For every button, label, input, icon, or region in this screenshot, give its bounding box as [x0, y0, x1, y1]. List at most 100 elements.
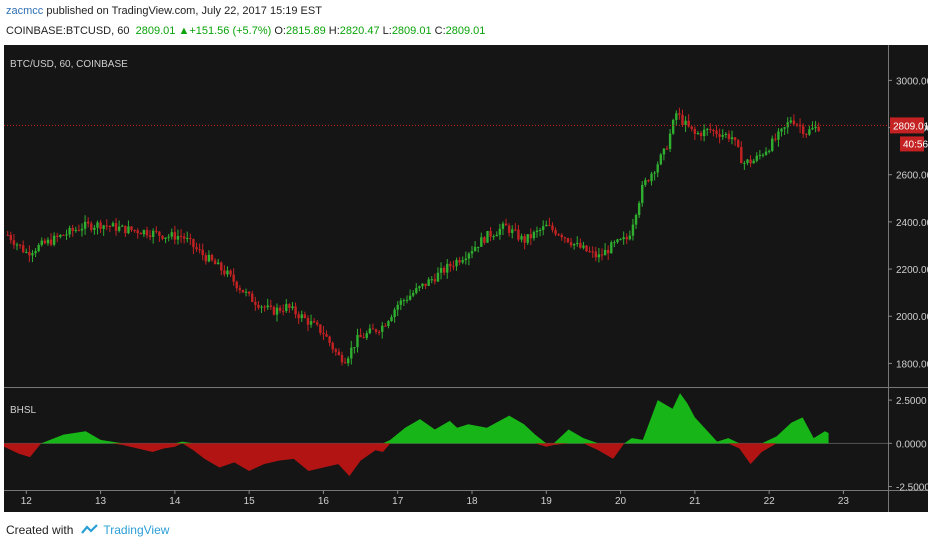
high-value: 2820.47: [339, 25, 380, 37]
candle-body: [49, 239, 53, 245]
candle-body: [730, 137, 734, 140]
candle-body: [136, 230, 139, 234]
candle-body: [350, 347, 353, 359]
candle-body: [436, 272, 440, 282]
time-tick-label: 21: [689, 496, 701, 507]
candle-body: [430, 279, 433, 281]
candle-body: [145, 230, 149, 236]
candle-body: [777, 131, 780, 140]
candle-body: [498, 228, 502, 235]
candle-body: [405, 299, 409, 301]
candle-body: [715, 130, 718, 135]
candle-body: [155, 230, 158, 232]
candle-body: [182, 236, 186, 239]
candle-body: [752, 160, 755, 164]
candle-body: [572, 243, 576, 246]
candle-body: [603, 249, 607, 256]
candle-body: [566, 238, 570, 243]
candle-body: [198, 249, 201, 251]
candle-body: [59, 234, 62, 237]
candle-body: [164, 237, 167, 239]
candle-body: [167, 236, 170, 238]
indicator-tick-label: 0.0000: [896, 439, 927, 450]
candle-body: [371, 328, 375, 330]
candle-body: [514, 229, 517, 231]
candle-body: [597, 254, 601, 258]
candle-body: [551, 225, 554, 230]
candle-body: [495, 234, 498, 237]
price-tag: [890, 117, 924, 134]
candle-body: [771, 138, 774, 151]
tradingview-brand[interactable]: TradingView: [103, 523, 170, 537]
candle-body: [749, 159, 752, 164]
candle-body: [467, 253, 471, 259]
chart-canvas[interactable]: BTC/USD, 60, COINBASE BHSL 1800.00 2000.0…: [4, 45, 928, 512]
low-label: L:: [382, 25, 392, 37]
candle-body: [783, 127, 786, 129]
candle-body: [359, 334, 362, 338]
candle-body: [396, 304, 399, 310]
candle-body: [569, 242, 573, 246]
candle-body: [96, 222, 99, 228]
candle-body: [517, 229, 520, 240]
candle-body: [483, 237, 486, 243]
candle-body: [303, 314, 307, 318]
candle-body: [736, 140, 740, 147]
candle-body: [523, 236, 526, 243]
candle-body: [192, 239, 195, 248]
candle-body: [257, 304, 260, 308]
time-tick-label: 16: [318, 496, 330, 507]
candle-body: [613, 242, 616, 244]
candle-body: [560, 234, 563, 238]
candle-body: [740, 146, 743, 164]
candle-body: [99, 222, 102, 229]
candle-body: [637, 203, 641, 215]
candle-body: [213, 260, 217, 265]
symbol-name[interactable]: COINBASE:BTCUSD, 60: [6, 25, 130, 37]
candle-body: [774, 138, 777, 140]
candle-body: [189, 238, 192, 240]
candle-body: [606, 249, 610, 254]
candle-body: [480, 237, 483, 247]
candle-body: [594, 251, 598, 258]
close-value: 2809.01: [445, 25, 486, 37]
candle-body: [504, 223, 508, 226]
candle-body: [591, 251, 594, 253]
candle-body: [40, 240, 43, 246]
candle-body: [260, 306, 263, 308]
candle-body: [316, 322, 319, 325]
candle-body: [746, 159, 749, 163]
candle-body: [644, 180, 647, 185]
candle-body: [579, 242, 582, 248]
candle-body: [346, 358, 350, 364]
candle-body: [93, 227, 96, 230]
candle-body: [25, 251, 28, 253]
candle-body: [65, 234, 68, 236]
candle-body: [37, 245, 40, 252]
candle-body: [507, 225, 511, 233]
candle-body: [294, 306, 297, 315]
candle-body: [80, 228, 84, 231]
bhsl-negative-area: [4, 443, 829, 477]
candle-body: [356, 334, 359, 348]
countdown-tag: [900, 136, 924, 152]
candle-body: [18, 244, 22, 246]
price-tick-label: 1800.00: [896, 359, 928, 370]
candle-body: [563, 237, 567, 239]
time-tick-label: 12: [21, 496, 33, 507]
candle-body: [690, 126, 693, 129]
candle-body: [668, 133, 672, 149]
candle-body: [127, 226, 130, 234]
author-link[interactable]: zacmcc: [6, 5, 44, 17]
candle-body: [238, 288, 242, 290]
candle-body: [133, 229, 136, 231]
candle-body: [117, 226, 121, 231]
candle-body: [148, 235, 152, 238]
candle-body: [415, 288, 418, 294]
candle-body: [656, 164, 659, 173]
candle-body: [600, 254, 604, 256]
candle-body: [699, 132, 703, 137]
candle-body: [312, 321, 316, 323]
candle-body: [365, 333, 368, 338]
candle-body: [548, 224, 551, 226]
